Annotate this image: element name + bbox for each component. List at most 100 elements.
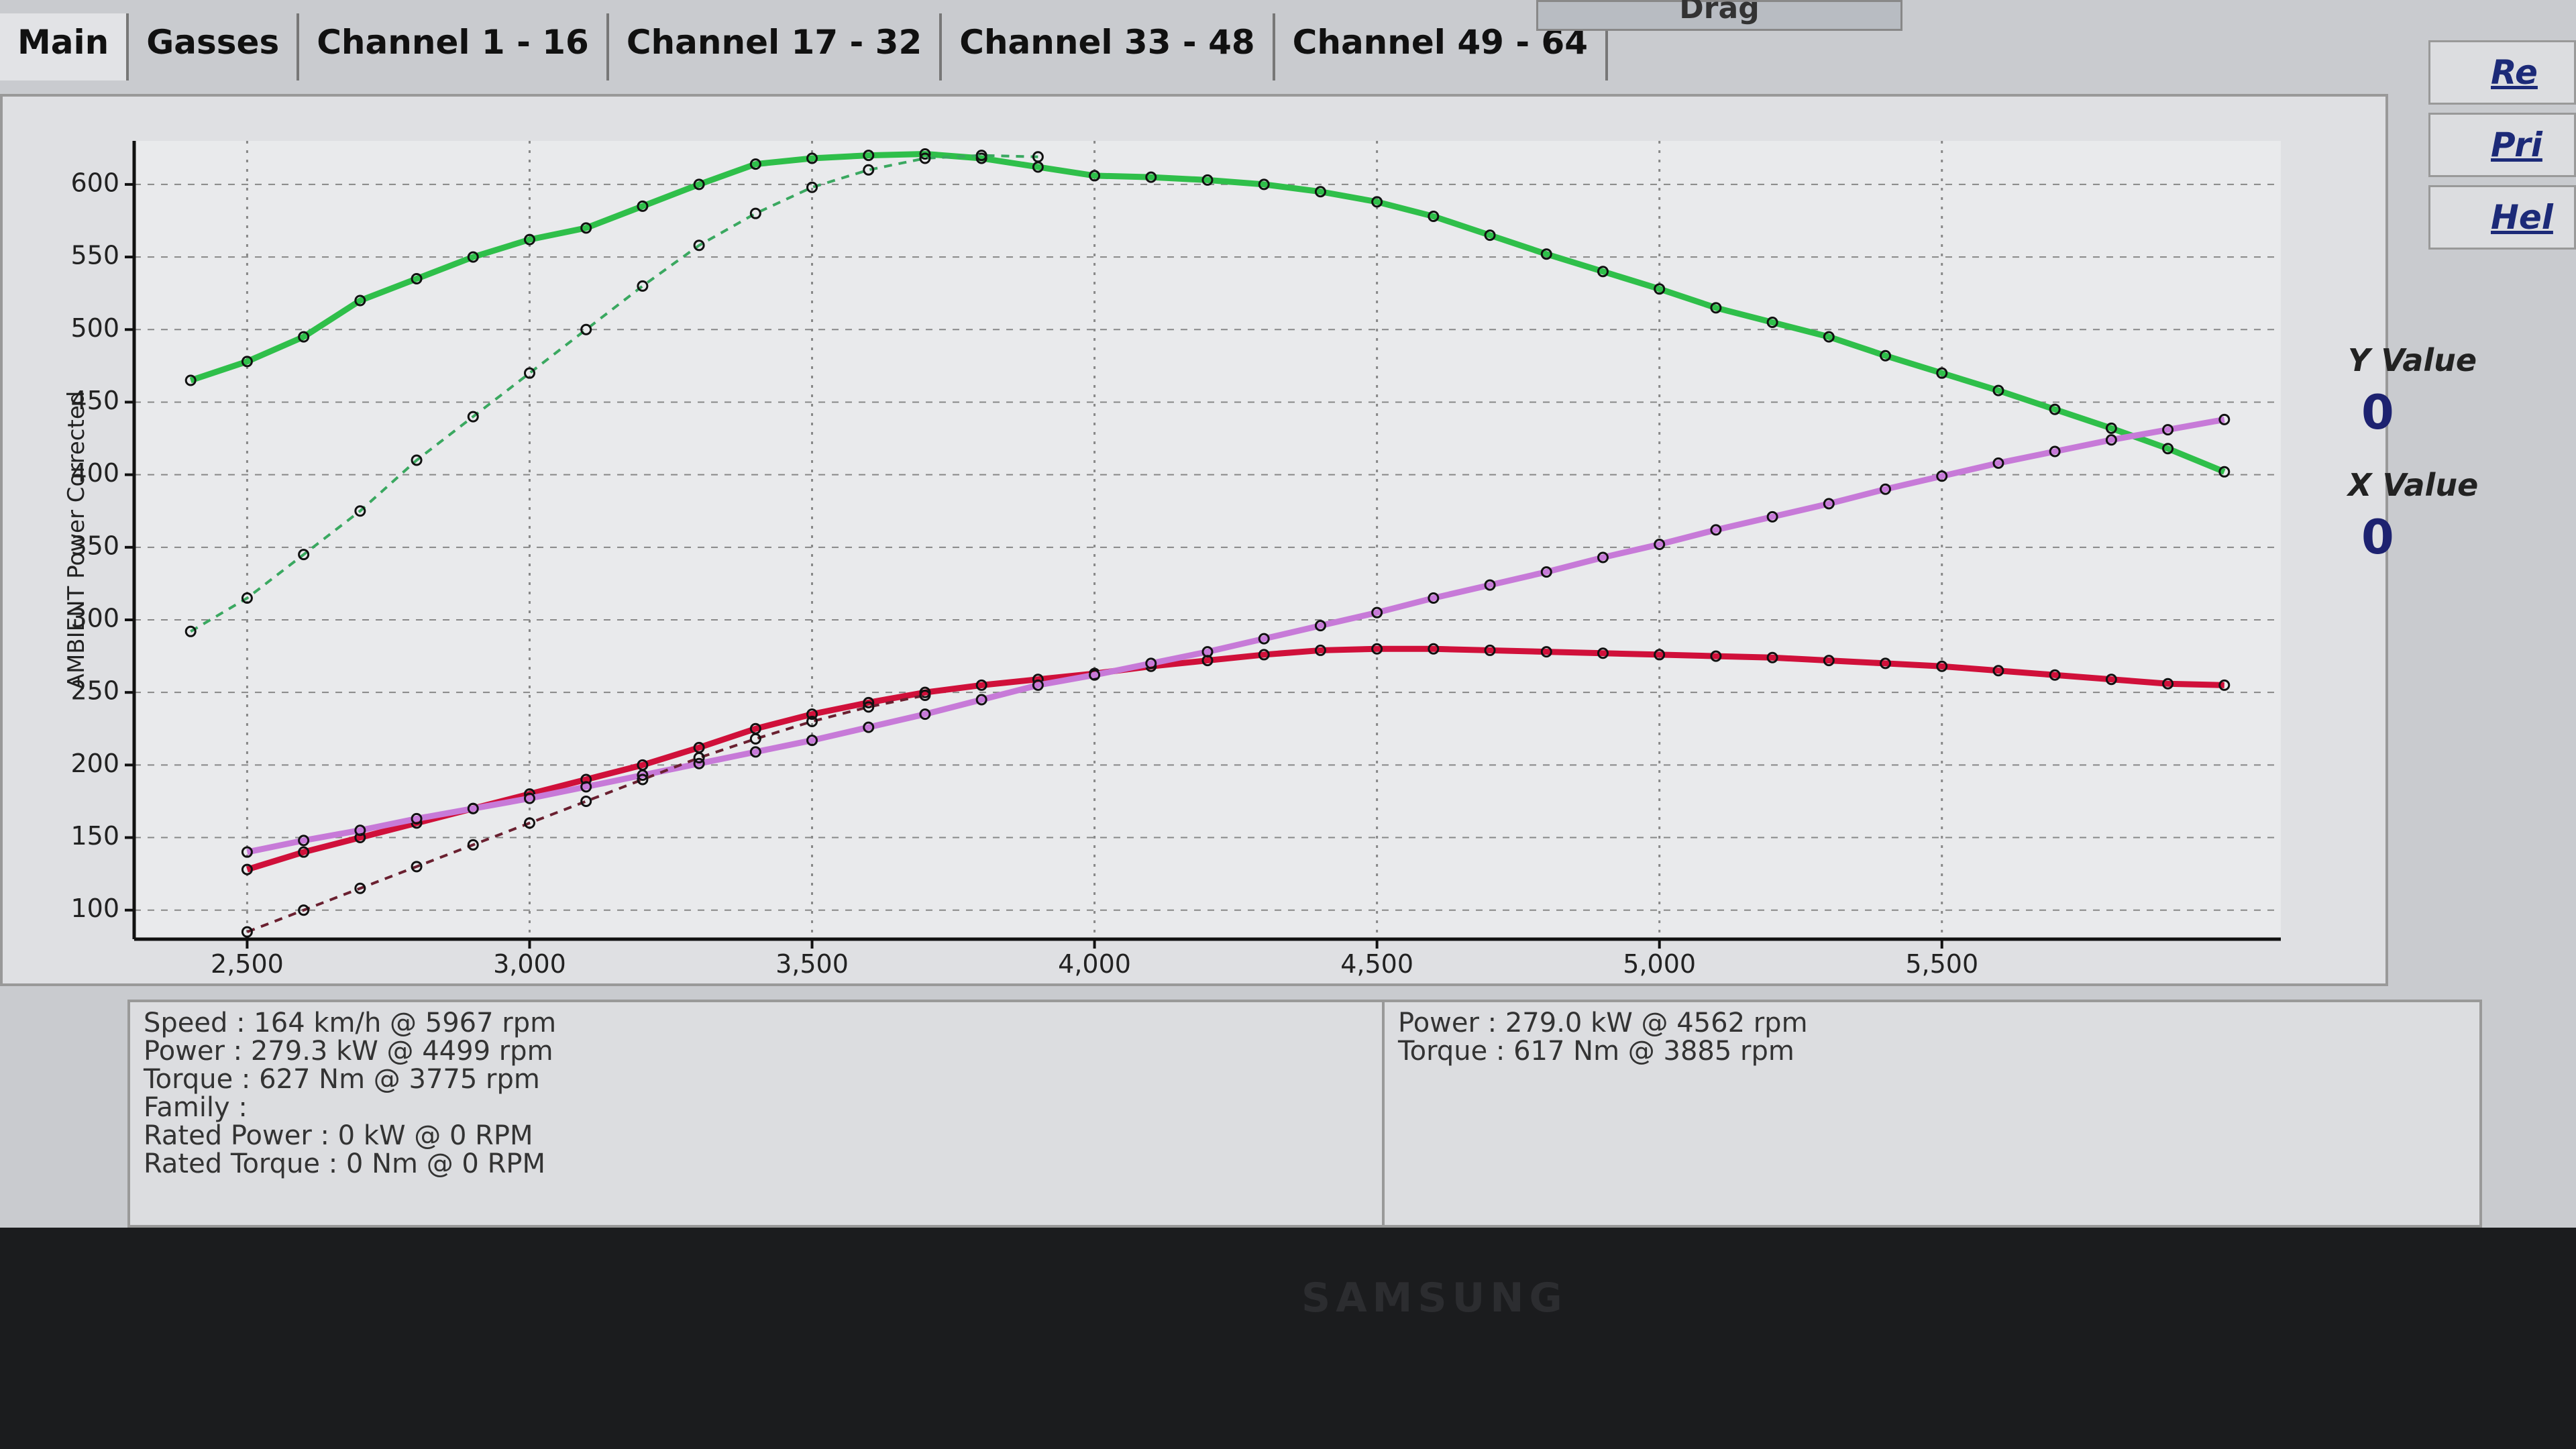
x-tick-label: 4,500	[1340, 949, 1413, 979]
drag-button[interactable]: Drag	[1536, 0, 1902, 31]
x-tick-label: 3,000	[493, 949, 566, 979]
data-point	[1766, 651, 1778, 663]
data-point	[184, 625, 197, 637]
data-point	[241, 356, 253, 368]
x-value: 0	[2361, 510, 2394, 565]
data-point	[1540, 566, 1552, 578]
data-point	[411, 273, 423, 285]
data-point	[467, 411, 479, 423]
data-point	[1710, 650, 1722, 662]
y-tick-label: 400	[70, 458, 119, 488]
data-point	[354, 824, 366, 837]
x-tick-label: 3,500	[775, 949, 849, 979]
data-point	[2162, 443, 2174, 455]
data-point	[2049, 403, 2061, 415]
data-point	[354, 505, 366, 517]
data-point	[2105, 434, 2117, 446]
data-point	[919, 152, 931, 164]
series-line	[246, 416, 2225, 855]
data-point	[354, 294, 366, 307]
data-point	[1992, 384, 2004, 396]
data-point	[298, 904, 310, 916]
data-point	[523, 817, 535, 829]
series-line	[246, 645, 2224, 873]
data-point	[1484, 644, 1496, 656]
data-point	[523, 367, 535, 379]
data-point	[863, 696, 875, 708]
data-point	[1936, 660, 1948, 672]
data-point	[2162, 424, 2174, 436]
data-point	[1145, 171, 1157, 183]
data-point	[863, 721, 875, 733]
x-tick-label: 4,000	[1058, 949, 1131, 979]
summary-left: Speed : 164 km/h @ 5967 rpm Power : 279.3…	[127, 1000, 1389, 1228]
tab[interactable]: Channel 1 - 16	[299, 13, 609, 80]
data-point	[467, 839, 479, 851]
data-point	[1823, 331, 1835, 343]
data-point	[693, 178, 705, 191]
tab[interactable]: Main	[0, 13, 129, 80]
side-button[interactable]: Pri	[2428, 113, 2576, 177]
data-point	[693, 752, 705, 764]
data-point	[2105, 422, 2117, 434]
y-tick-label: 200	[70, 749, 119, 778]
data-point	[1992, 457, 2004, 469]
data-point	[1032, 679, 1044, 691]
data-point	[1032, 151, 1044, 163]
data-point	[975, 694, 987, 706]
data-point	[298, 331, 310, 343]
data-point	[523, 233, 535, 246]
data-point	[1597, 551, 1609, 564]
side-button[interactable]: Re	[2428, 40, 2576, 105]
y-tick-label: 550	[70, 241, 119, 270]
data-point	[919, 708, 931, 720]
brand: SAMSUNG	[1301, 1275, 1568, 1322]
data-point	[354, 882, 366, 894]
series-line	[246, 694, 926, 934]
tab[interactable]: Channel 33 - 48	[942, 13, 1275, 80]
data-point	[749, 733, 761, 745]
data-point	[1484, 229, 1496, 241]
data-point	[467, 251, 479, 263]
data-point	[1484, 579, 1496, 591]
readout: Y Value 0 X Value 0	[2348, 342, 2549, 592]
data-point	[1371, 196, 1383, 208]
data-point	[863, 150, 875, 162]
data-point	[1936, 470, 1948, 482]
data-point	[1823, 655, 1835, 667]
y-tick-label: 300	[70, 604, 119, 633]
data-point	[241, 592, 253, 604]
tab[interactable]: Gasses	[129, 13, 300, 80]
side-button[interactable]: Hel	[2428, 185, 2576, 250]
summary-line: Rated Power : 0 kW @ 0 RPM	[144, 1120, 533, 1151]
data-point	[467, 802, 479, 814]
data-point	[2218, 679, 2231, 691]
data-point	[806, 715, 818, 727]
side-buttons: Re Pri Hel	[2428, 40, 2576, 258]
data-point	[919, 148, 931, 160]
data-point	[806, 181, 818, 193]
data-point	[1201, 646, 1214, 658]
y-axis-label: AMBIENT Power Corrected	[63, 391, 90, 690]
data-point	[580, 795, 592, 807]
data-point	[580, 222, 592, 234]
data-point	[2105, 674, 2117, 686]
summary-line: Family :	[144, 1092, 248, 1123]
data-point	[1654, 649, 1666, 661]
data-point	[1880, 657, 1892, 669]
data-point	[637, 200, 649, 212]
tab-bar: Main Gasses Channel 1 - 16 Channel 17 - 32 C…	[0, 13, 1650, 80]
data-point	[241, 846, 253, 858]
data-point	[1710, 302, 1722, 314]
data-point	[2049, 445, 2061, 458]
data-point	[1371, 643, 1383, 655]
data-point	[1823, 498, 1835, 510]
summary-line: Rated Torque : 0 Nm @ 0 RPM	[144, 1148, 546, 1179]
y-tick-label: 250	[70, 676, 119, 706]
data-point	[1314, 620, 1326, 632]
data-point	[411, 454, 423, 466]
tab[interactable]: Channel 17 - 32	[609, 13, 943, 80]
series-line	[190, 154, 1038, 633]
data-point	[1314, 644, 1326, 656]
summary-line: Torque : 627 Nm @ 3775 rpm	[144, 1064, 540, 1095]
